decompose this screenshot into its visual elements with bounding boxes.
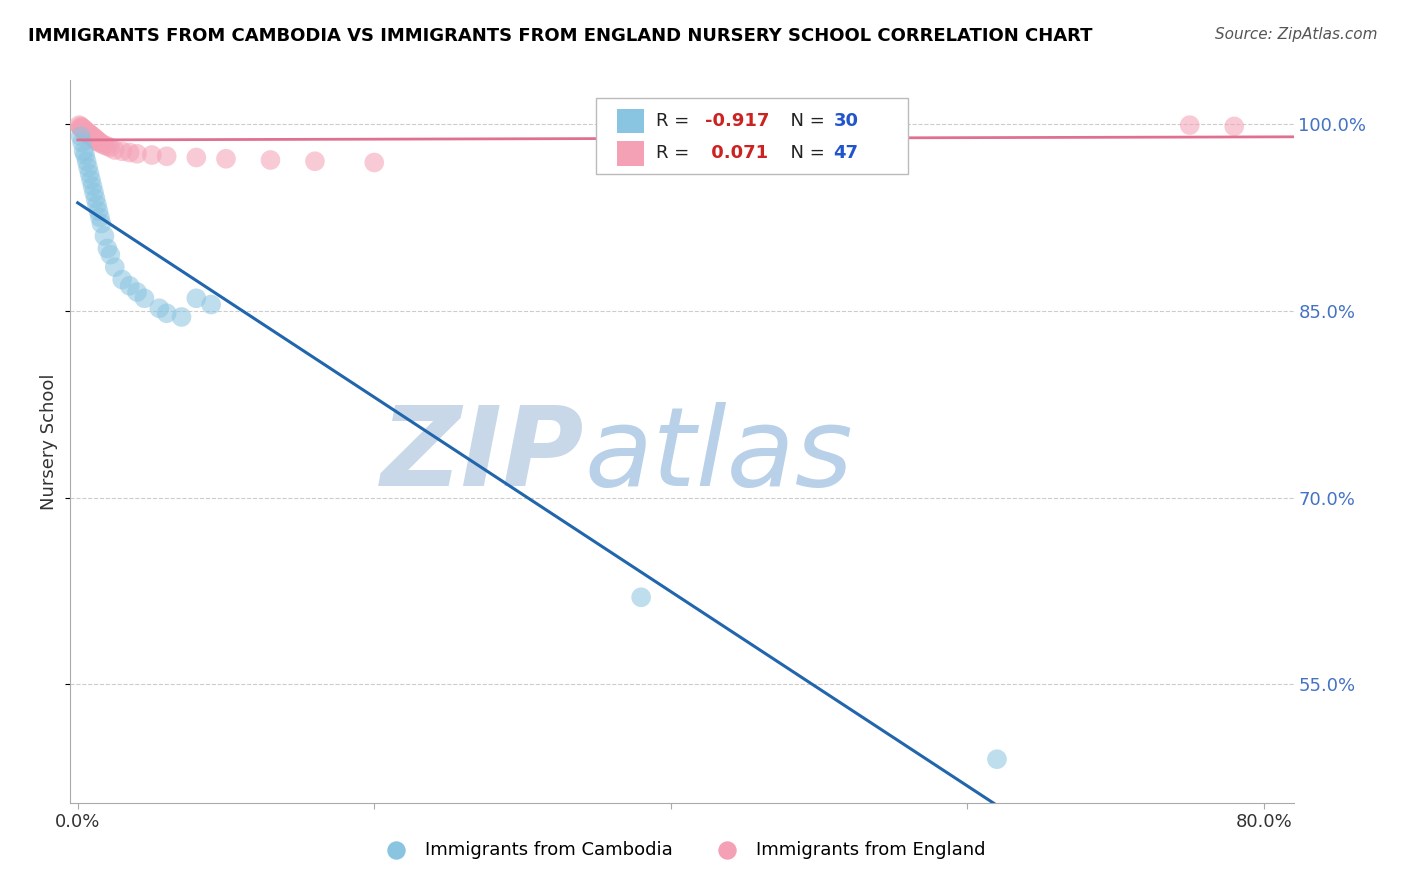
Point [111,272,134,286]
Text: N =: N = [779,112,830,130]
Point [1223,120,1246,134]
Text: 0.071: 0.071 [706,145,768,162]
Point [93,138,115,153]
Point [77,127,100,141]
Point [77,161,100,175]
Point [86,198,108,212]
Point [98,140,121,154]
Point [77,126,100,140]
Point [82,129,104,144]
Point [148,301,170,316]
Point [83,132,105,146]
Point [89,136,111,150]
Point [79,128,101,142]
Point [87,134,110,148]
Point [75,123,97,137]
Point [76,126,98,140]
Point [84,192,107,206]
Point [215,152,238,166]
Point [76,154,98,169]
Point [70,120,93,135]
Point [125,146,148,161]
Point [70,121,93,136]
Point [83,130,105,145]
Point [79,167,101,181]
Point [82,130,104,145]
Text: -0.917: -0.917 [706,112,769,130]
Point [84,132,107,146]
Point [630,591,652,605]
Point [84,133,107,147]
Point [82,179,104,194]
Text: 47: 47 [834,145,859,162]
Point [79,127,101,141]
Point [72,123,94,137]
Point [259,153,281,167]
Point [156,149,179,163]
Point [75,124,97,138]
Point [90,136,112,151]
Y-axis label: Nursery School: Nursery School [41,373,59,510]
Point [96,242,118,256]
Point [118,278,141,293]
Text: N =: N = [779,145,830,162]
Point [83,186,105,200]
FancyBboxPatch shape [617,109,644,134]
Point [72,121,94,136]
Point [98,248,121,262]
Point [76,126,98,140]
Point [75,124,97,138]
Point [1178,118,1201,132]
FancyBboxPatch shape [596,98,908,174]
Point [104,260,127,274]
Point [89,211,111,225]
Text: IMMIGRANTS FROM CAMBODIA VS IMMIGRANTS FROM ENGLAND NURSERY SCHOOL CORRELATION C: IMMIGRANTS FROM CAMBODIA VS IMMIGRANTS F… [28,27,1092,45]
Text: ZIP: ZIP [381,402,583,509]
Point [986,752,1008,766]
Point [96,139,118,153]
Point [304,154,326,169]
Point [86,134,108,148]
Text: 30: 30 [834,112,859,130]
Point [186,151,208,165]
Point [104,143,127,157]
Point [72,145,94,159]
Point [80,173,103,187]
Legend: Immigrants from Cambodia, Immigrants from England: Immigrants from Cambodia, Immigrants fro… [371,834,993,866]
Point [93,229,115,244]
Point [118,145,141,160]
Text: Source: ZipAtlas.com: Source: ZipAtlas.com [1215,27,1378,42]
Point [134,291,156,305]
Point [125,285,148,299]
Point [69,120,91,135]
FancyBboxPatch shape [617,141,644,166]
Point [170,310,193,324]
Point [86,133,108,147]
Point [111,145,134,159]
Point [156,306,179,320]
Point [67,118,90,132]
Text: R =: R = [657,145,695,162]
Point [87,204,110,219]
Text: R =: R = [657,112,695,130]
Point [69,129,91,144]
Point [80,128,103,142]
Point [70,136,93,150]
Point [72,123,94,137]
Point [70,121,93,136]
Point [69,120,91,134]
Point [200,297,222,311]
Point [80,129,103,144]
Point [90,217,112,231]
Point [186,291,208,305]
Point [141,148,163,162]
Text: atlas: atlas [583,402,852,509]
Point [75,148,97,162]
Point [363,155,385,169]
